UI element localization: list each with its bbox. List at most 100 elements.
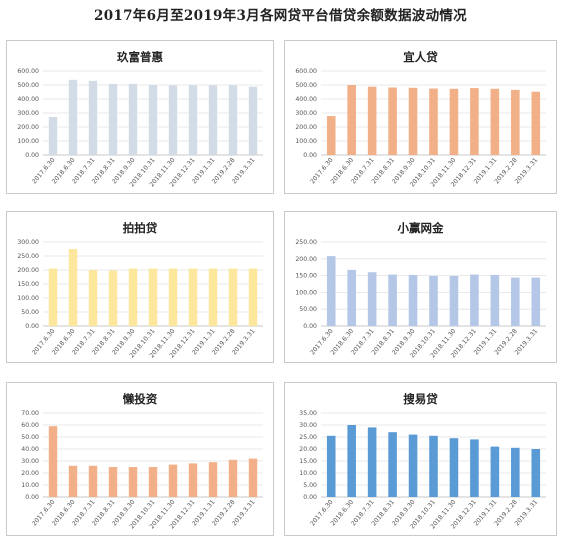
y-tick-label: 50.00 [299, 306, 317, 313]
bar [347, 269, 356, 326]
bar [470, 88, 479, 155]
chart-panel-paipaidai: 拍拍贷 0.00 50.00 100.00 150.00 200.00 250.00 300… [6, 211, 274, 363]
bar [408, 274, 418, 326]
bar [511, 447, 520, 497]
bar [367, 427, 377, 497]
bar [408, 87, 418, 155]
bar [248, 86, 258, 155]
y-tick-label: 300.00 [17, 110, 39, 117]
bar-chart: 0.0050.00100.00150.00200.00250.00300.002… [17, 239, 263, 359]
y-tick-label: 150.00 [295, 273, 317, 280]
bar [188, 268, 198, 326]
bar [88, 465, 98, 497]
bar [128, 83, 138, 155]
bar [449, 275, 459, 326]
bar [490, 446, 500, 497]
bar [531, 277, 541, 326]
bar [228, 459, 238, 497]
chart-panel-yirendai: 宜人贷 0.00 100.00 200.00 300.00 400.00 500.00 60… [284, 40, 557, 194]
bar-chart: 0.005.0010.0015.0020.0025.0030.0035.0020… [299, 410, 546, 530]
y-tick-label: 200.00 [17, 267, 39, 274]
bar [408, 434, 418, 497]
y-tick-label: 0.00 [25, 494, 39, 501]
y-tick-label: 40.00 [21, 446, 39, 453]
y-tick-label: 200.00 [295, 256, 317, 263]
bar [470, 439, 479, 497]
chart-title: 玖富普惠 [117, 50, 163, 64]
bar [470, 274, 479, 326]
bar [148, 85, 158, 155]
y-tick-label: 300.00 [17, 239, 39, 246]
bar [108, 83, 118, 155]
bar [531, 91, 541, 155]
bar [188, 463, 198, 497]
bar [388, 274, 397, 326]
chart-title: 懒投资 [122, 392, 158, 406]
y-tick-label: 300.00 [295, 110, 317, 117]
y-tick-label: 20.00 [21, 470, 39, 477]
bar [228, 85, 238, 155]
bar [48, 426, 58, 497]
chart-panel-jiufu: 玖富普惠 0.00 100.00 200.00 300.00 400.00 500.00 6… [6, 40, 274, 194]
chart-title: 搜易贷 [403, 392, 438, 406]
y-tick-label: 0.00 [303, 323, 317, 330]
y-tick-label: 50.00 [21, 309, 39, 316]
page-title: 2017年6月至2019年3月各网贷平台借贷余额数据波动情况 [94, 8, 467, 24]
y-tick-label: 500.00 [17, 82, 39, 89]
y-tick-label: 20.00 [299, 446, 317, 453]
y-tick-label: 10.00 [21, 482, 39, 489]
bar-chart: 0.0050.00100.00150.00200.00250.002017.6.… [295, 239, 546, 359]
bar [168, 85, 178, 155]
y-tick-label: 0.00 [25, 323, 39, 330]
bar [228, 268, 238, 326]
chart-panel-lantouzi: 懒投资 0.00 10.00 20.00 30.00 40.00 50.00 60.00 70… [6, 382, 274, 536]
bar [531, 449, 541, 497]
bar [128, 268, 138, 326]
bar [68, 79, 78, 155]
bar [188, 85, 198, 155]
chart-panel-xiaoying: 小赢网金 0.00 50.00 100.00 150.00 200.00 250.00 20… [284, 211, 557, 363]
y-tick-label: 30.00 [21, 458, 39, 465]
chart-title: 拍拍贷 [122, 221, 158, 235]
bar [148, 268, 158, 326]
bar [367, 86, 377, 155]
y-tick-label: 150.00 [17, 281, 39, 288]
bar [388, 87, 397, 155]
bar [326, 256, 336, 326]
bar [326, 435, 336, 497]
bar [168, 268, 178, 326]
bar [128, 467, 138, 497]
bar [148, 467, 158, 497]
y-tick-label: 250.00 [295, 239, 317, 246]
bar [168, 464, 178, 497]
bar [388, 432, 397, 497]
y-tick-label: 400.00 [17, 96, 39, 103]
bar [347, 85, 356, 155]
bar [248, 268, 258, 326]
y-tick-label: 600.00 [17, 68, 39, 75]
chart-panel-souyidai: 搜易贷 0.00 5.00 10.00 15.00 20.00 25.00 30.00 35.… [284, 382, 557, 536]
bar [68, 465, 78, 497]
bar [248, 458, 258, 497]
y-tick-label: 100.00 [17, 138, 39, 145]
bar [208, 462, 218, 497]
bar [449, 438, 459, 497]
bar [490, 88, 500, 155]
bar [48, 268, 58, 326]
y-tick-label: 60.00 [21, 422, 39, 429]
y-tick-label: 35.00 [299, 410, 317, 417]
y-tick-label: 25.00 [299, 434, 317, 441]
bar [208, 268, 218, 326]
bar [449, 88, 459, 155]
bar [68, 249, 78, 326]
y-tick-label: 100.00 [17, 295, 39, 302]
y-tick-label: 50.00 [21, 434, 39, 441]
y-tick-label: 250.00 [17, 253, 39, 260]
y-tick-label: 30.00 [299, 422, 317, 429]
bar [367, 272, 377, 326]
bar [347, 425, 356, 497]
y-tick-label: 400.00 [295, 96, 317, 103]
y-tick-label: 10.00 [299, 470, 317, 477]
bar [429, 275, 438, 326]
chart-title: 宜人贷 [403, 50, 438, 64]
